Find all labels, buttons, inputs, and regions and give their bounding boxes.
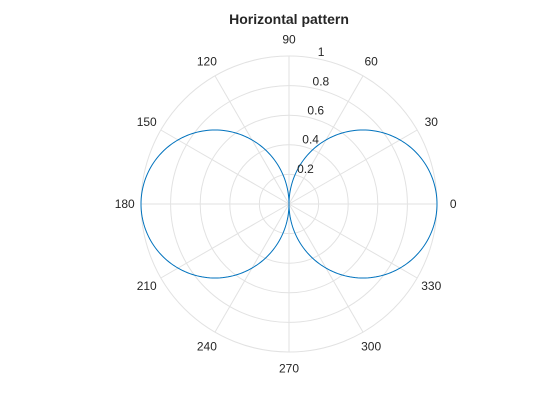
theta-tick-label: 150 <box>137 115 157 129</box>
theta-tick-label: 60 <box>364 55 378 69</box>
theta-tick-label: 300 <box>361 339 381 353</box>
theta-grid-spoke <box>288 203 418 279</box>
r-tick-label: 0.8 <box>313 74 330 88</box>
r-tick-label: 0.4 <box>302 133 319 147</box>
theta-tick-label: 240 <box>197 339 217 353</box>
theta-tick-label: 30 <box>425 115 439 129</box>
theta-tick-label: 120 <box>197 55 217 69</box>
theta-tick-label: 330 <box>421 279 441 293</box>
theta-tick-label: 210 <box>137 279 157 293</box>
r-tick-labels: 0.2 0.4 0.6 0.8 1 <box>297 45 329 176</box>
theta-tick-label: 0 <box>450 197 457 211</box>
theta-tick-labels: 0 30 60 90 120 150 180 210 240 270 300 330 <box>115 33 457 376</box>
theta-grid-spoke <box>160 129 290 205</box>
series-line <box>140 129 438 279</box>
series-layer <box>140 129 438 279</box>
chart-title: Horizontal pattern <box>229 11 349 27</box>
r-tick-label: 0.2 <box>297 162 314 176</box>
theta-tick-label: 270 <box>279 361 299 375</box>
theta-tick-label: 90 <box>282 33 296 47</box>
r-tick-label: 0.6 <box>307 104 324 118</box>
r-tick-label: 1 <box>318 45 325 59</box>
theta-tick-label: 180 <box>115 197 135 211</box>
theta-grid-spoke <box>288 129 418 205</box>
theta-grid-spoke <box>160 203 290 279</box>
